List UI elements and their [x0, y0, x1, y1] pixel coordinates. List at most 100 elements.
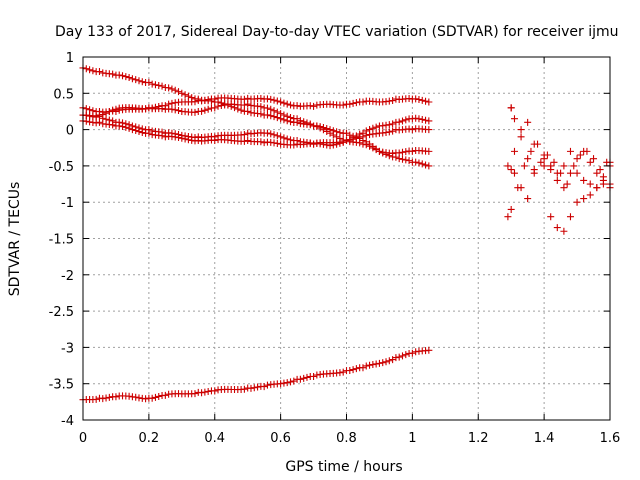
data-point-track-c [300, 118, 308, 126]
data-point-track-f [362, 362, 370, 370]
data-point-track-i [537, 158, 545, 166]
data-point-track-i [517, 133, 525, 141]
data-point-track-e [105, 116, 113, 124]
data-point-track-h [517, 126, 525, 134]
data-point-track-f [408, 349, 416, 357]
data-point-track-i [576, 151, 584, 159]
data-point-track-e [145, 126, 153, 134]
data-point-track-j [580, 147, 588, 155]
y-tick-label: -0.5 [49, 160, 74, 175]
data-point-track-b [405, 94, 413, 102]
data-point-track-a [415, 159, 423, 167]
data-point-track-b [389, 97, 397, 105]
data-point-track-b [339, 101, 347, 109]
data-point-track-a [171, 86, 179, 94]
data-point-track-c [287, 114, 295, 122]
data-point-track-j [514, 184, 522, 192]
data-point-track-i [530, 166, 538, 174]
data-point-track-g [553, 224, 561, 232]
data-point-track-c [273, 108, 281, 116]
data-point-track-e [306, 139, 314, 147]
data-point-track-a [125, 74, 133, 82]
data-point-track-f [372, 360, 380, 368]
data-point-track-i [590, 155, 598, 163]
data-point-track-a [138, 78, 146, 86]
data-point-track-e [398, 117, 406, 125]
data-point-track-f [398, 352, 406, 360]
x-tick-label: 0 [79, 431, 87, 446]
data-point-track-c [105, 108, 113, 116]
data-point-track-e [319, 140, 327, 148]
data-point-track-c [425, 147, 433, 155]
data-point-track-i [524, 155, 532, 163]
data-point-track-a [122, 73, 130, 81]
data-point-track-f [240, 385, 248, 393]
data-point-track-c [395, 149, 403, 157]
data-point-track-g [524, 195, 532, 203]
data-point-track-g [573, 198, 581, 206]
data-point-track-e [128, 122, 136, 130]
data-point-track-f [349, 366, 357, 374]
data-point-track-e [333, 140, 341, 148]
data-point-track-g [586, 191, 594, 199]
data-point-track-c [280, 111, 288, 119]
data-point-track-c [408, 147, 416, 155]
data-point-track-f [161, 391, 169, 399]
data-point-track-b [280, 99, 288, 107]
x-tick-label: 0.8 [336, 431, 357, 446]
data-point-track-i [510, 115, 518, 123]
data-point-track-b [201, 96, 209, 104]
y-axis-label: SDTVAR / TECUs [7, 182, 23, 297]
data-point-track-e [132, 123, 140, 131]
data-point-track-f [395, 353, 403, 361]
data-point-track-b [415, 95, 423, 103]
x-tick-label: 0.4 [204, 431, 225, 446]
data-point-track-j [553, 176, 561, 184]
data-point-track-a [82, 65, 90, 73]
data-point-track-c [372, 146, 380, 154]
data-point-track-a [89, 67, 97, 75]
data-point-track-f [112, 393, 120, 401]
data-point-track-e [415, 115, 423, 123]
data-point-track-g [504, 213, 512, 221]
data-point-track-f [402, 351, 410, 359]
axis-ticks: 0 0.2 0.4 0.6 0.8 1 1.2 1.4 1.6 1 0.5 0 -0.5 -1 -1.5 -2… [49, 51, 621, 446]
data-point-track-f [283, 379, 291, 387]
data-point-track-a [86, 66, 94, 74]
data-point-track-g [547, 213, 555, 221]
data-point-track-c [217, 102, 225, 110]
data-point-track-f [201, 388, 209, 396]
data-point-track-a [158, 82, 166, 90]
data-point-track-a [168, 85, 176, 93]
x-tick-label: 1.6 [600, 431, 621, 446]
data-point-track-e [418, 115, 426, 123]
data-point-track-f [379, 359, 387, 367]
data-point-track-a [405, 157, 413, 165]
data-point-track-b [277, 98, 285, 106]
y-tick-label: -2.5 [49, 305, 74, 320]
data-point-track-f [148, 394, 156, 402]
data-point-track-i [507, 104, 515, 112]
data-point-track-c [316, 124, 324, 132]
data-point-track-e [158, 128, 166, 136]
x-tick-label: 1.2 [468, 431, 489, 446]
data-point-track-c [375, 147, 383, 155]
data-point-track-c [323, 127, 331, 135]
data-point-track-c [402, 148, 410, 156]
data-point-track-a [425, 162, 433, 170]
data-point-track-a [95, 68, 103, 76]
data-point-track-c [102, 109, 110, 117]
data-point-track-b [418, 96, 426, 104]
data-point-track-d [257, 138, 265, 146]
data-point-track-b [352, 99, 360, 107]
data-point-track-g [566, 213, 574, 221]
data-point-track-h [586, 180, 594, 188]
data-point-track-e [293, 136, 301, 144]
data-point-track-c [109, 106, 117, 114]
data-point-track-b [425, 98, 433, 106]
data-point-track-b [82, 105, 90, 113]
data-point-track-c [362, 141, 370, 149]
data-point-track-e [102, 115, 110, 123]
data-point-track-a [267, 112, 275, 120]
data-point-track-c [277, 110, 285, 118]
